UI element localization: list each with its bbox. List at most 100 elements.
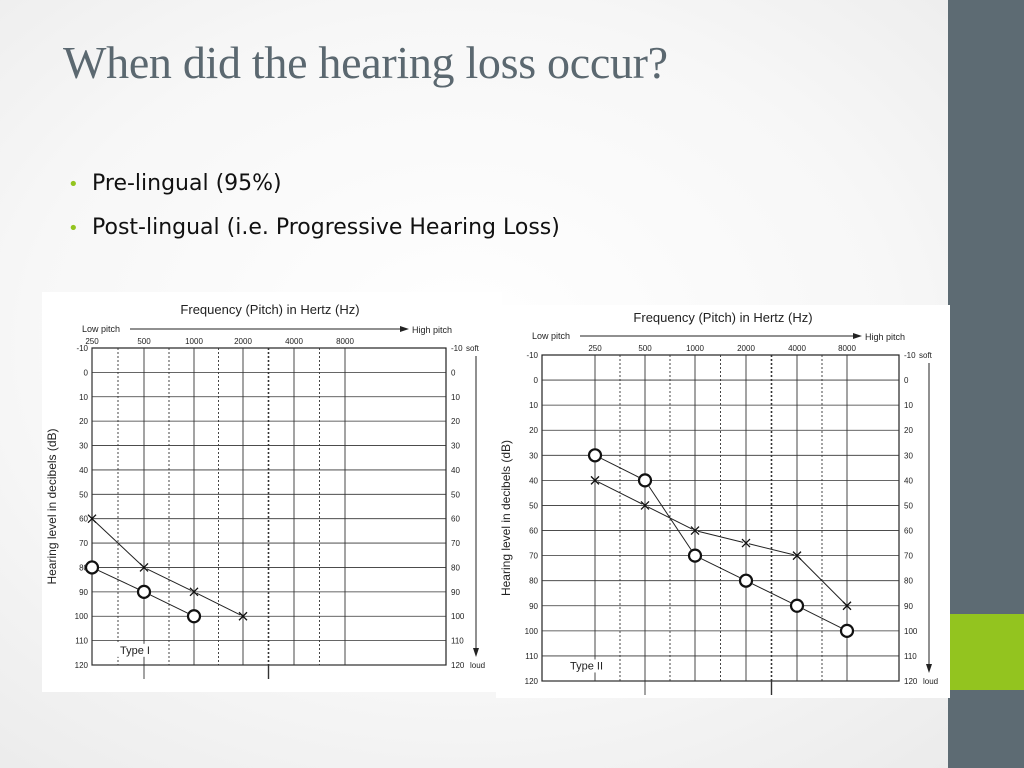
y-tick-label: 50 [529, 501, 538, 510]
y-axis-label: Hearing level in decibels (dB) [499, 440, 513, 596]
y-tick-label: 20 [529, 426, 538, 435]
y-tick-label-right: 70 [904, 552, 913, 561]
y-tick-label-right: 40 [451, 466, 460, 475]
y-tick-label: 70 [529, 552, 538, 561]
loud-label: loud [923, 677, 938, 686]
y-tick-label-right: 20 [451, 417, 460, 426]
x-tick-label: 250 [85, 337, 99, 346]
series-line [601, 457, 639, 478]
bullet-item: • Pre-lingual (95%) [68, 162, 560, 206]
audiogram-type-2: -10 0 0 10 10 20 20 30 30 40 40 50 50 60 60 70 70 80 80 90 9… [496, 305, 950, 698]
bullet-dot-icon: • [68, 218, 79, 239]
y-tick-label: 10 [529, 401, 538, 410]
y-tick-label: 30 [79, 442, 88, 451]
bullet-dot-icon: • [68, 174, 79, 195]
bullet-list: • Pre-lingual (95%) • Post-lingual (i.e. P… [68, 162, 560, 250]
y-tick-label: 90 [79, 588, 88, 597]
data-point-circle [587, 448, 603, 463]
y-tick-label-right: 20 [904, 426, 913, 435]
y-tick-label-right: 70 [451, 539, 460, 548]
high-pitch-label: High pitch [412, 325, 452, 335]
soft-label: soft [466, 344, 480, 353]
series-line [752, 583, 791, 604]
loud-label: loud [470, 661, 485, 670]
y-tick-label: 40 [529, 476, 538, 485]
series-line [98, 569, 138, 590]
data-point-circle [789, 598, 805, 613]
x-tick-label: 2000 [234, 337, 252, 346]
loudness-arrow-head [926, 664, 932, 673]
data-point-circle [136, 584, 152, 599]
series-line [648, 485, 692, 551]
y-tick-label-right: 10 [904, 401, 913, 410]
y-tick-label-right: 30 [451, 442, 460, 451]
y-tick-label-right: 120 [451, 661, 465, 670]
data-point-cross [139, 563, 149, 572]
y-tick-label-right: 110 [904, 652, 917, 661]
audiogram-type-1: -10 0 0 10 10 20 20 30 30 40 40 50 50 60 60 70 70 80 80 90 9… [42, 292, 502, 692]
soft-label: soft [919, 351, 933, 360]
data-point-circle [738, 573, 754, 588]
bullet-text: Pre-lingual (95%) [92, 171, 282, 196]
y-tick-label: 70 [79, 539, 88, 548]
series-line [798, 557, 846, 604]
y-tick-label: 10 [79, 393, 88, 402]
type-label: Type II [570, 660, 603, 672]
y-tick-label: 30 [529, 451, 538, 460]
y-tick-label: 20 [79, 417, 88, 426]
y-tick-label: 60 [529, 527, 538, 536]
data-point-circle [84, 560, 100, 575]
audiogram-chart: -10 0 0 10 10 20 20 30 30 40 40 50 50 60 60 70 70 80 80 90 9… [499, 310, 938, 695]
y-tick-label: 60 [79, 515, 88, 524]
x-tick-label: 1000 [686, 344, 704, 353]
series-line [701, 558, 740, 579]
y-tick-label-right: 50 [904, 501, 913, 510]
y-tick-label-right: 110 [451, 637, 464, 646]
y-tick-label: 0 [84, 368, 89, 377]
x-tick-label: 1000 [185, 337, 203, 346]
x-tick-label: 4000 [788, 344, 806, 353]
y-tick-label: 40 [79, 466, 88, 475]
y-tick-label: 120 [75, 661, 89, 670]
bullet-item: • Post-lingual (i.e. Progressive Hearing … [68, 206, 560, 250]
y-axis-label: Hearing level in decibels (dB) [45, 428, 59, 584]
series-line [196, 592, 241, 616]
data-point-circle [687, 548, 703, 563]
y-tick-label: 100 [75, 612, 89, 621]
type-label: Type I [120, 645, 150, 657]
series-line [597, 481, 643, 505]
x-tick-label: 250 [588, 344, 602, 353]
y-tick-label: 120 [525, 677, 539, 686]
y-tick-label-right: 0 [904, 376, 909, 385]
data-point-circle [186, 609, 202, 624]
pitch-arrow-head [853, 333, 862, 339]
y-tick-label: -10 [76, 344, 88, 353]
data-point-cross [590, 475, 600, 485]
series-line [150, 594, 188, 614]
y-tick-label-right: 60 [451, 515, 460, 524]
audiogram-chart: -10 0 0 10 10 20 20 30 30 40 40 50 50 60 60 70 70 80 80 90 9… [45, 302, 485, 679]
y-tick-label-right: 120 [904, 677, 918, 686]
y-tick-label: -10 [526, 351, 538, 360]
series-line [93, 520, 143, 566]
y-tick-label: 0 [534, 376, 539, 385]
y-tick-label-right: 0 [451, 368, 456, 377]
data-point-cross [189, 587, 199, 597]
y-tick-label-right: 40 [904, 476, 913, 485]
y-tick-label-right: 30 [904, 451, 913, 460]
series-line [146, 568, 192, 591]
y-tick-label: 110 [75, 637, 88, 646]
series-line [697, 530, 744, 543]
y-tick-label-right: 100 [451, 612, 465, 621]
data-point-cross [690, 526, 700, 535]
series-line [748, 543, 795, 556]
y-tick-label: 80 [529, 577, 538, 586]
loudness-arrow-head [473, 648, 479, 657]
pitch-arrow-head [400, 326, 409, 332]
y-tick-label-right: 90 [904, 602, 913, 611]
x-tick-label: 500 [137, 337, 151, 346]
x-tick-label: 4000 [285, 337, 303, 346]
y-tick-label-right: -10 [451, 344, 463, 353]
y-tick-label-right: 50 [451, 490, 460, 499]
data-point-cross [792, 551, 802, 561]
